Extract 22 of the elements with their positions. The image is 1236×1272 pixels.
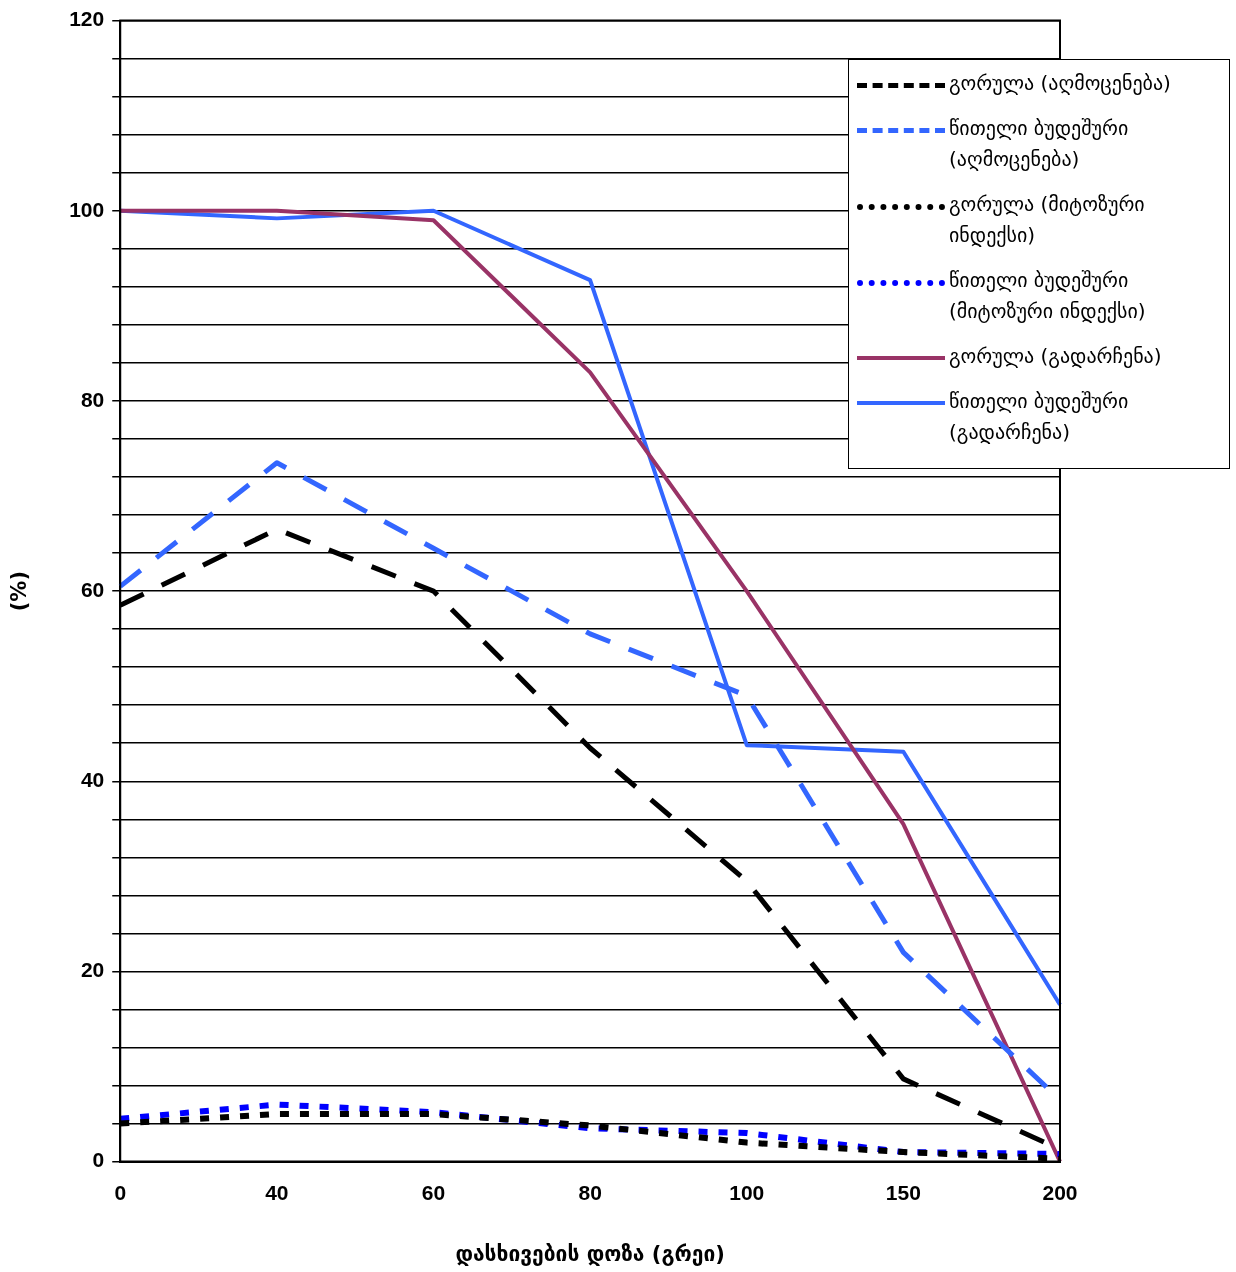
x-tick-label: 60 (421, 1181, 446, 1204)
legend-label: გორულა (მიტოზური ინდექსი) (949, 190, 1146, 249)
y-tick-label: 100 (69, 197, 105, 221)
y-axis-title: (%) (7, 570, 32, 612)
x-axis-title: დასხივების დოზა (გრეი) (455, 1241, 725, 1266)
legend-label: გორულა (აღმოცენება) (949, 69, 1172, 97)
x-tick-label: 100 (729, 1181, 765, 1204)
y-tick-label: 60 (80, 577, 105, 601)
legend-label: წითელი ბუდეშური (აღმოცენება) (949, 114, 1130, 173)
y-tick-label: 80 (80, 387, 105, 411)
y-tick-label: 20 (80, 958, 105, 982)
y-tick-label: 120 (69, 7, 105, 31)
x-tick-label: 80 (578, 1181, 602, 1204)
x-tick-label: 0 (114, 1181, 127, 1204)
legend-label: გორულა (გადარჩენა) (949, 342, 1163, 370)
legend-label: წითელი ბუდეშური (გადარჩენა) (949, 387, 1130, 446)
x-tick-label: 150 (885, 1181, 921, 1204)
y-tick-label: 40 (80, 768, 105, 792)
x-tick-label: 200 (1042, 1181, 1078, 1204)
x-tick-label: 40 (265, 1181, 289, 1204)
y-tick-label: 0 (92, 1148, 105, 1172)
legend-label: წითელი ბუდეშური (მიტოზური ინდექსი) (949, 266, 1147, 325)
